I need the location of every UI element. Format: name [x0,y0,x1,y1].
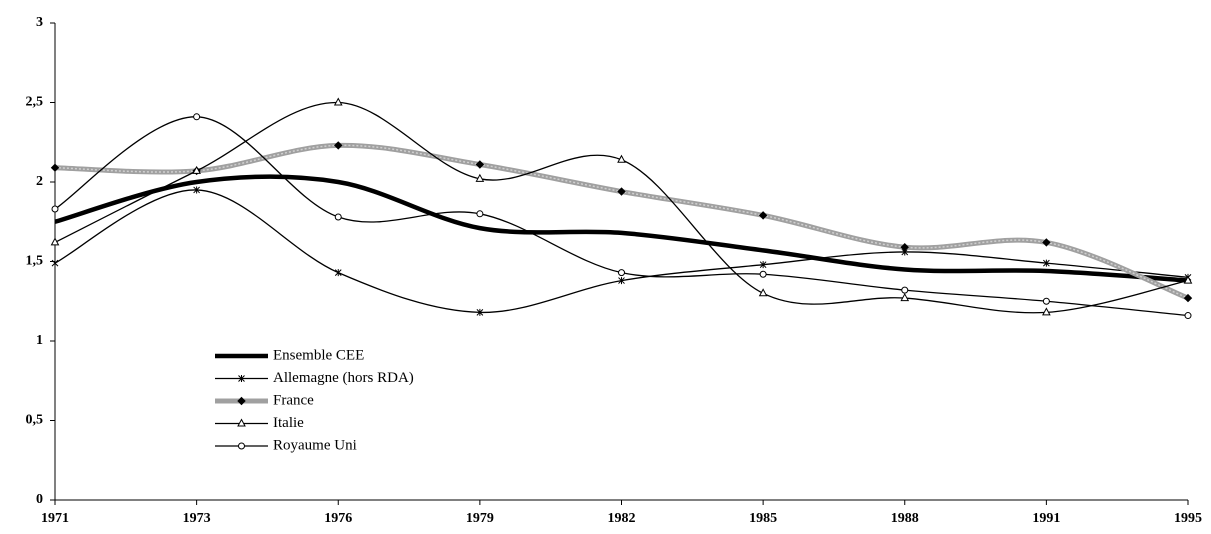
marker [1043,259,1050,267]
marker [237,396,246,406]
marker [476,308,484,316]
y-tick-label: 1 [36,333,43,348]
marker [475,160,485,169]
marker [618,277,625,285]
marker [193,113,201,121]
legend-label: Italie [273,415,304,431]
marker [476,210,484,218]
marker [1042,238,1051,247]
marker [50,163,60,172]
y-tick-label: 1,5 [26,254,44,269]
marker [1183,293,1193,303]
x-tick-label: 1973 [183,511,211,526]
y-tick-label: 3 [36,15,43,30]
marker [618,269,625,277]
y-tick-label: 0,5 [26,413,44,428]
marker [759,270,767,278]
x-tick-label: 1991 [1032,511,1060,526]
y-tick-label: 0 [36,492,43,507]
marker [334,141,343,150]
y-tick-label: 2 [36,174,43,189]
marker [51,259,59,267]
marker [192,165,201,174]
marker [50,237,60,246]
x-tick-label: 1995 [1174,511,1202,526]
marker [238,375,245,382]
y-tick-label: 2,5 [26,95,44,110]
marker [617,187,626,196]
series-line [54,189,1189,314]
marker [475,173,485,182]
x-tick-label: 1979 [466,511,494,526]
x-tick-label: 1971 [41,511,69,526]
marker [334,213,342,221]
marker [900,293,910,302]
x-tick-label: 1988 [891,511,919,526]
marker [759,261,767,269]
x-tick-label: 1982 [608,511,636,526]
series-line [54,174,1189,283]
marker [1184,312,1192,320]
marker [237,418,246,427]
marker [1042,307,1051,316]
marker [1183,275,1193,284]
marker [333,97,343,106]
series-line [54,116,1189,317]
x-tick-label: 1976 [324,511,352,526]
marker [900,242,909,252]
marker [617,154,626,163]
marker [238,442,245,450]
legend-label: Ensemble CEE [273,347,364,363]
marker [1042,297,1050,305]
marker [758,288,768,297]
x-tick-label: 1985 [749,511,777,526]
legend-label: Allemagne (hors RDA) [273,370,414,386]
legend-label: France [273,392,314,408]
marker [758,211,768,220]
marker [901,286,909,294]
marker [193,186,200,194]
legend-label: Royaume Uni [273,437,357,453]
marker [334,269,342,277]
marker [51,205,59,213]
